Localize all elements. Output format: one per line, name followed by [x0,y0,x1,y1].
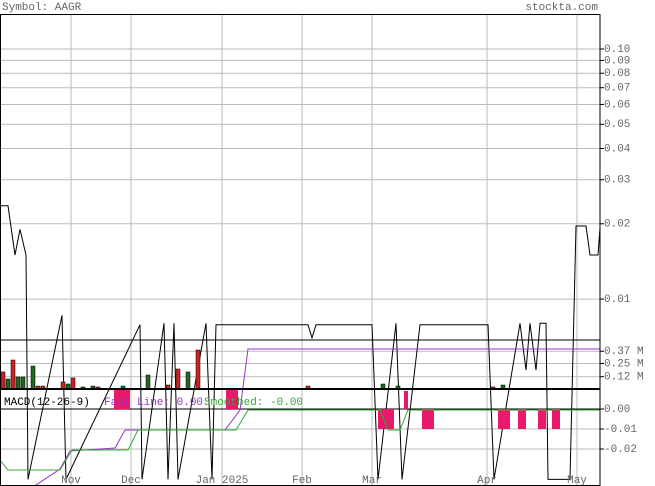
volume-bar [15,376,21,390]
macd-histogram-bar [378,409,382,429]
y-tick-label: 0.25 M [604,358,644,370]
macd-histogram-bar [518,409,522,429]
volume-bar [0,371,6,390]
x-tick-label: Jan 2025 [196,475,249,486]
x-tick-label: Mar [362,475,382,486]
macd-histogram-bar [498,409,502,429]
macd-histogram-bar [426,409,430,429]
macd-histogram-bar [234,389,238,409]
macd-histogram-bar [122,389,126,409]
volume-bar [195,349,201,390]
y-tick-label: -0.02 [604,444,637,456]
volume-bar [145,374,151,390]
macd-histogram-bar [556,409,560,429]
legend-label: Fast Line: 0.00 [104,397,203,409]
macd-histogram-bar [118,389,122,409]
x-tick-label: Nov [61,475,81,486]
y-tick-label: 0.02 [604,219,630,231]
volume-bar [70,377,76,390]
macd-histogram-bar [114,389,118,409]
y-tick-label: 0.10 [604,44,630,56]
y-tick-label: 0.06 [604,99,630,111]
volume-bar [60,381,66,390]
macd-line [33,348,600,486]
y-tick-label: 0.05 [604,119,630,131]
y-tick-label: 0.07 [604,83,630,95]
y-tick-label: 0.03 [604,175,630,187]
macd-histogram-bar [538,409,542,429]
macd-histogram-bar [502,409,506,429]
volume-bar [185,371,191,390]
volume-bar [30,365,36,390]
macd-histogram-bar [390,409,394,429]
price-line [0,205,600,480]
x-tick-label: Apr [477,475,497,486]
y-tick-label: 0.04 [604,143,631,155]
macd-histogram-bar [552,409,556,429]
plot-area [0,14,600,486]
macd-histogram-bar [422,409,426,429]
y-tick-label: 0.01 [604,294,631,306]
macd-histogram-bar [522,409,526,429]
y-tick-label: 0.00 [604,404,630,416]
y-tick-label: -0.01 [604,424,637,436]
volume-bar [175,368,181,390]
macd-histogram-bar [386,409,390,429]
y-tick-label: 0.09 [604,55,630,67]
macd-histogram-bar [506,409,510,429]
macd-histogram-bar [226,389,230,409]
macd-histogram-bar [230,389,234,409]
macd-histogram-bar [126,389,130,409]
volume-bar [20,376,26,390]
y-tick-label: 0.12 M [604,372,644,384]
x-tick-label: Feb [292,475,312,486]
legend-label: Smoothed: -0.00 [204,397,303,409]
macd-histogram-bar [430,409,434,429]
x-tick-label: May [567,475,587,486]
x-tick-label: Dec [121,475,141,486]
site: stockta.com [525,2,598,14]
macd-title: MACD(12-26-9) [4,397,90,409]
volume-bar [10,359,16,390]
macd-histogram-bar [404,391,408,409]
y-tick-label: 0.08 [604,68,630,80]
macd-histogram-bar [542,409,546,429]
symbol: Symbol: AAGR [2,2,82,14]
volume-bar [5,378,11,390]
macd-line [0,409,600,471]
y-tick-label: 0.37 M [604,346,644,358]
